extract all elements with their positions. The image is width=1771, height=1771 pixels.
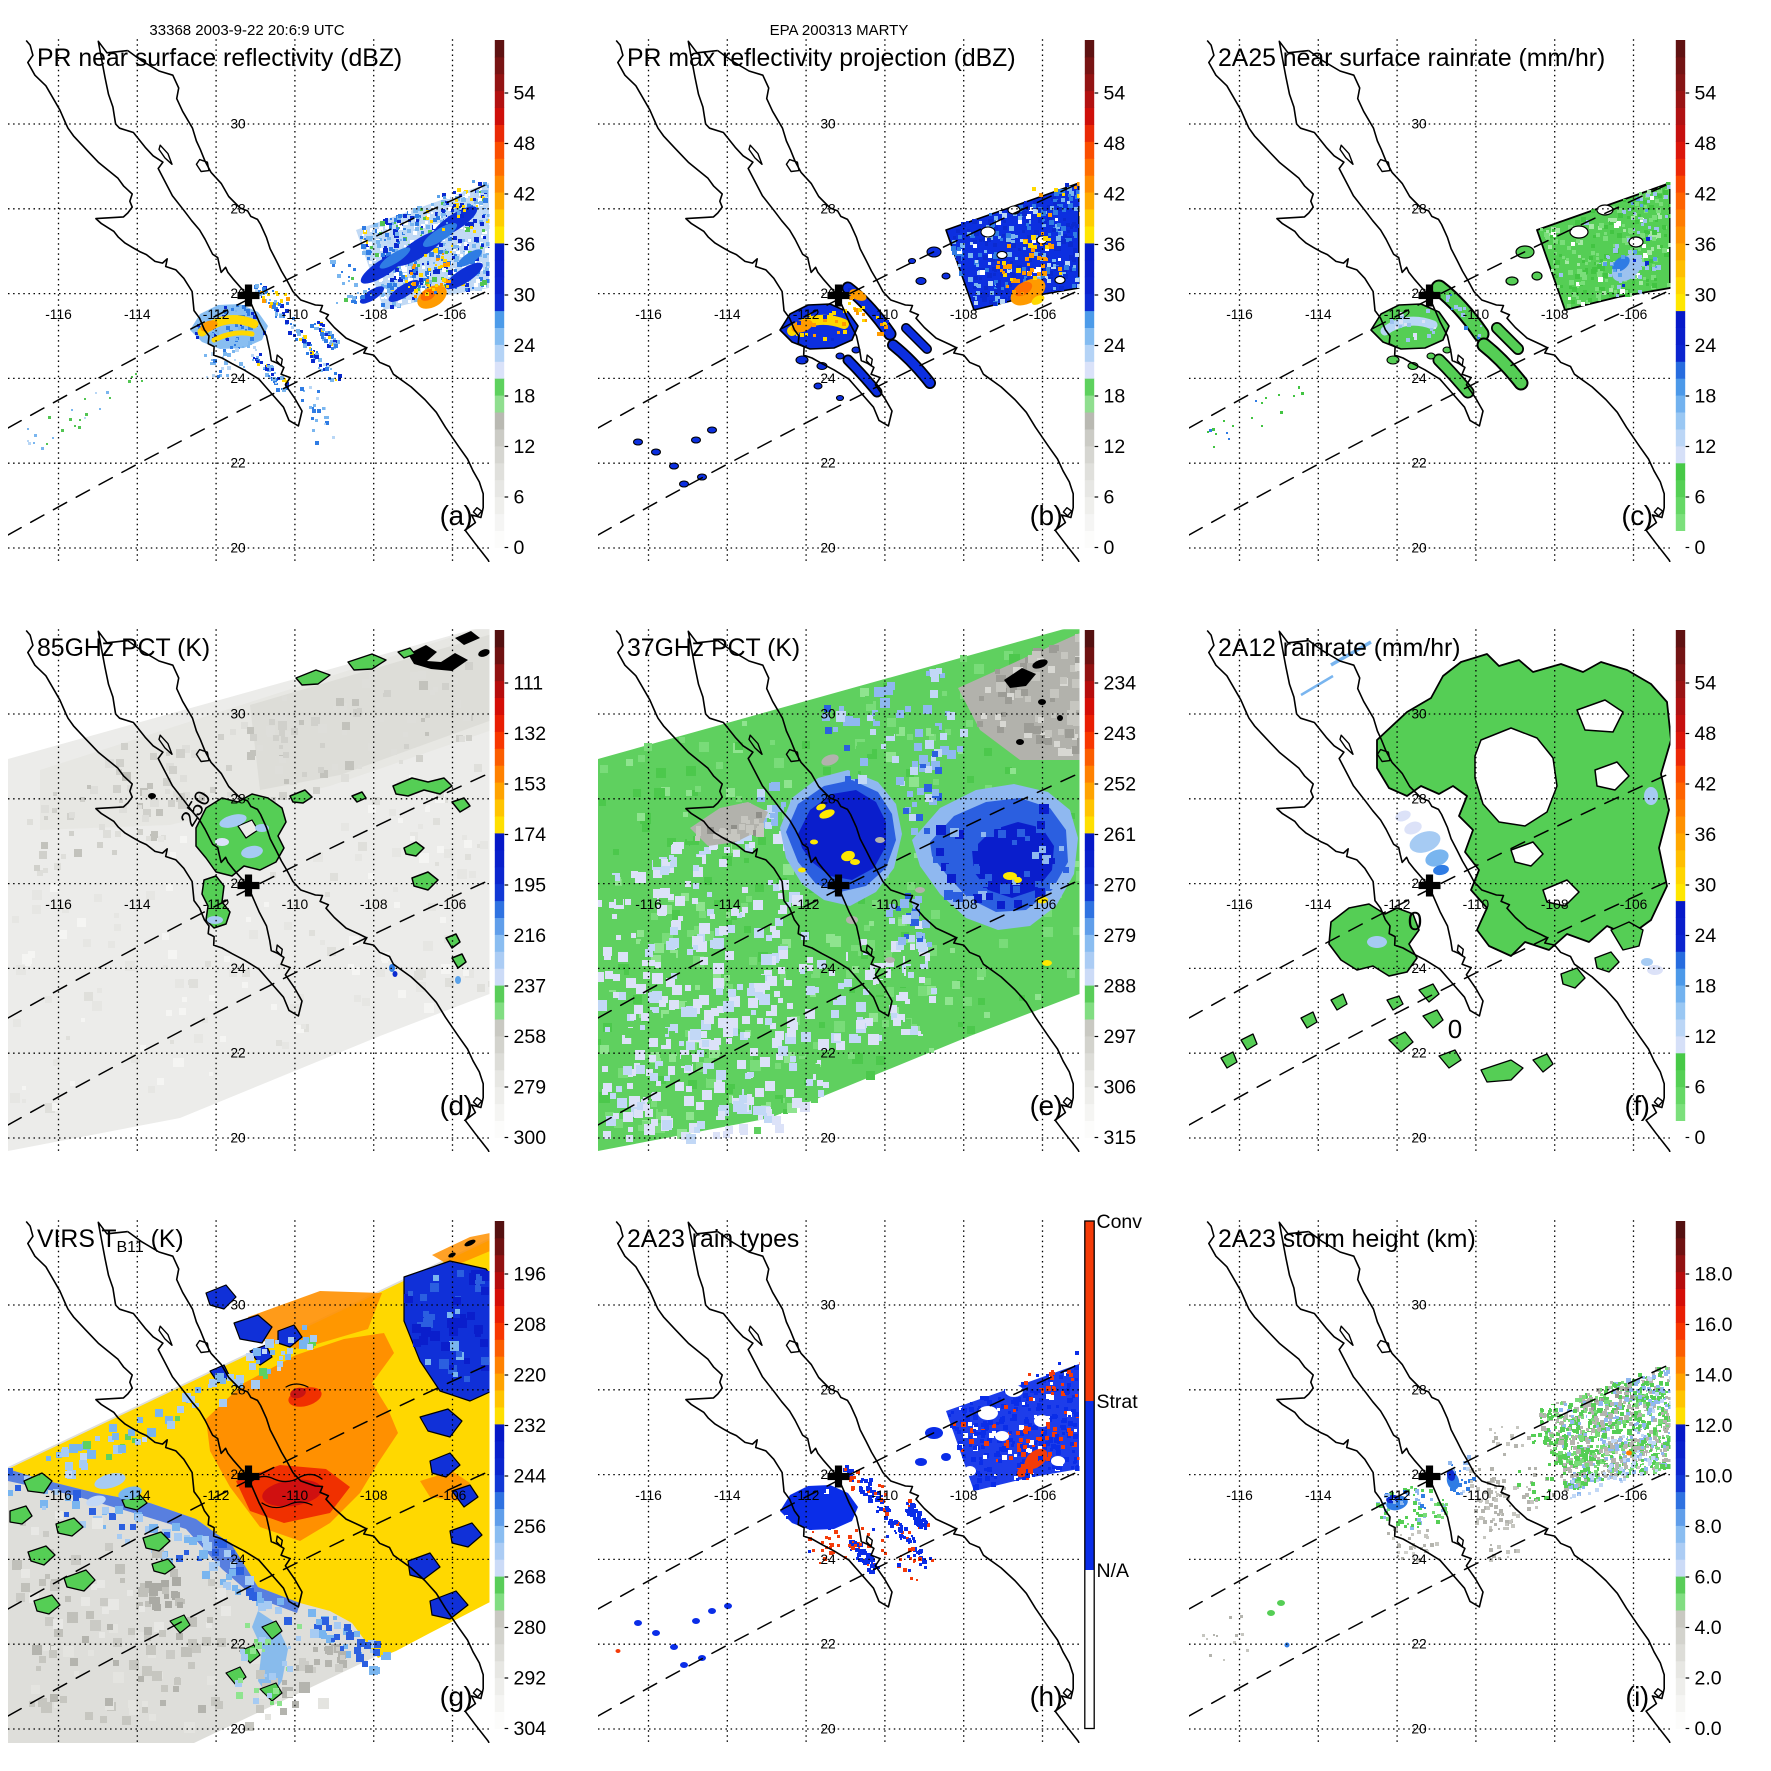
svg-text:2A12 rainrate (mm/hr): 2A12 rainrate (mm/hr) [1218, 635, 1461, 662]
svg-text:30: 30 [514, 285, 536, 307]
svg-text:300: 300 [514, 1127, 547, 1149]
svg-text:0: 0 [1694, 1127, 1705, 1149]
svg-text:297: 297 [1104, 1026, 1137, 1048]
svg-text:48: 48 [1104, 133, 1126, 155]
svg-text:(e): (e) [1030, 1090, 1063, 1121]
svg-text:280: 280 [514, 1617, 547, 1639]
svg-text:48: 48 [514, 133, 536, 155]
svg-text:0: 0 [1407, 906, 1421, 936]
svg-text:6: 6 [1694, 487, 1705, 509]
svg-text:36: 36 [1694, 824, 1716, 846]
svg-text:42: 42 [1694, 184, 1716, 206]
svg-text:30: 30 [1694, 285, 1716, 307]
svg-text:0: 0 [1694, 537, 1705, 559]
svg-text:54: 54 [1694, 673, 1716, 695]
svg-text:6: 6 [1104, 487, 1115, 509]
svg-text:306: 306 [1104, 1077, 1137, 1099]
svg-text:54: 54 [1104, 83, 1126, 105]
svg-text:48: 48 [1694, 723, 1716, 745]
svg-text:18: 18 [1694, 386, 1716, 408]
svg-text:24: 24 [514, 335, 536, 357]
svg-text:18: 18 [1694, 976, 1716, 998]
svg-text:196: 196 [514, 1263, 547, 1285]
svg-text:256: 256 [514, 1516, 547, 1538]
svg-text:304: 304 [514, 1718, 547, 1740]
svg-text:54: 54 [1694, 83, 1716, 105]
svg-text:0: 0 [1104, 537, 1115, 559]
svg-text:24: 24 [1104, 335, 1126, 357]
svg-text:0: 0 [514, 537, 525, 559]
svg-text:37GHz PCT (K): 37GHz PCT (K) [627, 635, 800, 662]
svg-text:132: 132 [514, 723, 547, 745]
svg-text:279: 279 [514, 1077, 547, 1099]
svg-text:54: 54 [514, 83, 536, 105]
svg-text:6: 6 [1694, 1077, 1705, 1099]
svg-text:216: 216 [514, 925, 547, 947]
svg-text:(c): (c) [1621, 500, 1652, 531]
svg-text:208: 208 [514, 1314, 547, 1336]
svg-text:36: 36 [1694, 234, 1716, 256]
svg-text:243: 243 [1104, 723, 1137, 745]
svg-text:279: 279 [1104, 925, 1137, 947]
svg-text:258: 258 [514, 1026, 547, 1048]
svg-text:(f): (f) [1624, 1090, 1649, 1121]
svg-text:PR near surface reflectivity (: PR near surface reflectivity (dBZ) [37, 45, 402, 72]
svg-text:111: 111 [514, 673, 544, 695]
svg-text:252: 252 [1104, 774, 1137, 796]
svg-text:12: 12 [1694, 1026, 1716, 1048]
svg-text:292: 292 [514, 1667, 547, 1689]
svg-text:18: 18 [1104, 386, 1126, 408]
svg-text:234: 234 [1104, 673, 1137, 695]
svg-text:33368 2003-9-22 20:6:9 UTC: 33368 2003-9-22 20:6:9 UTC [149, 22, 344, 39]
svg-text:288: 288 [1104, 976, 1137, 998]
svg-text:237: 237 [514, 976, 547, 998]
svg-text:30: 30 [1694, 875, 1716, 897]
svg-text:315: 315 [1104, 1127, 1137, 1149]
svg-text:18: 18 [514, 386, 536, 408]
svg-text:85GHz PCT (K): 85GHz PCT (K) [37, 635, 210, 662]
svg-text:30: 30 [1104, 285, 1126, 307]
svg-text:VIRS TB11 (K): VIRS TB11 (K) [37, 1226, 184, 1256]
svg-text:268: 268 [514, 1566, 547, 1588]
svg-text:24: 24 [1694, 335, 1716, 357]
svg-text:12: 12 [1694, 436, 1716, 458]
svg-text:42: 42 [1694, 774, 1716, 796]
svg-text:12: 12 [514, 436, 536, 458]
svg-text:261: 261 [1104, 824, 1137, 846]
svg-text:174: 174 [514, 824, 547, 846]
svg-text:(d): (d) [440, 1090, 473, 1121]
svg-text:244: 244 [514, 1465, 547, 1487]
svg-text:24: 24 [1694, 925, 1716, 947]
svg-text:(g): (g) [440, 1681, 473, 1712]
svg-text:270: 270 [1104, 875, 1137, 897]
svg-text:(a): (a) [440, 500, 473, 531]
svg-text:48: 48 [1694, 133, 1716, 155]
svg-text:(b): (b) [1030, 500, 1063, 531]
svg-text:153: 153 [514, 774, 547, 796]
svg-text:232: 232 [514, 1415, 547, 1437]
svg-text:0: 0 [1447, 1014, 1461, 1044]
svg-text:36: 36 [514, 234, 536, 256]
svg-text:36: 36 [1104, 234, 1126, 256]
svg-text:42: 42 [514, 184, 536, 206]
svg-text:42: 42 [1104, 184, 1126, 206]
svg-text:195: 195 [514, 875, 547, 897]
svg-text:12: 12 [1104, 436, 1126, 458]
svg-text:PR max reflectivity projection: PR max reflectivity projection (dBZ) [627, 45, 1016, 72]
svg-text:EPA 200313 MARTY: EPA 200313 MARTY [770, 22, 909, 39]
svg-text:2A25 near surface rainrate (mm: 2A25 near surface rainrate (mm/hr) [1218, 45, 1605, 72]
svg-text:220: 220 [514, 1364, 547, 1386]
svg-text:6: 6 [514, 487, 525, 509]
